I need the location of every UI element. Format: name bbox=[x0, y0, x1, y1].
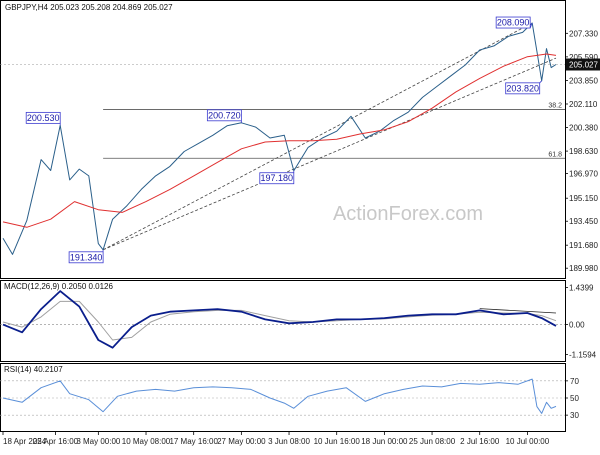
x-tick-label: 10 Jun 16:00 bbox=[314, 437, 361, 446]
x-tick-label: 10 Jul 00:00 bbox=[506, 437, 550, 446]
fib-label: 61.8 bbox=[548, 151, 562, 158]
price-label-pointer bbox=[529, 22, 533, 29]
current-price-box bbox=[566, 58, 600, 71]
x-tick-label: 25 Jun 08:00 bbox=[409, 437, 456, 446]
axis-layer: 207.330 205.590 203.850 202.110 200.380 198.6… bbox=[2, 29, 600, 446]
rsi-panel-frame bbox=[0, 363, 566, 432]
price-y-tick-label: 193.450 bbox=[569, 217, 598, 226]
x-tick-label: 18 Jun 00:00 bbox=[361, 437, 408, 446]
x-tick-label: 2 Jul 16:00 bbox=[460, 437, 500, 446]
fib-label: 38.2 bbox=[548, 103, 562, 110]
moving-average-line bbox=[2, 53, 557, 228]
price-label-box bbox=[25, 111, 61, 124]
price-y-tick-label: 203.850 bbox=[569, 76, 598, 85]
watermark-text: ActionForex.com bbox=[333, 203, 483, 225]
chart-header: GBPJPY,H4 205.023 205.208 204.869 205.02… bbox=[5, 3, 173, 12]
price-y-tick-label: 202.110 bbox=[569, 100, 598, 109]
price-y-tick-label: 196.970 bbox=[569, 170, 598, 179]
macd-signal-line bbox=[2, 300, 557, 341]
macd-y-tick-label: 1.4399 bbox=[569, 284, 594, 293]
price-y-tick-label: 195.150 bbox=[569, 194, 598, 203]
price-plot-layer: 38.2 61.8 200.530 191.340 200.720 197.180 208.… bbox=[0, 16, 565, 264]
price-label-text: 200.720 bbox=[208, 110, 241, 120]
macd-divergence-line bbox=[479, 308, 557, 314]
x-tick-label: 27 May 00:00 bbox=[217, 437, 266, 446]
macd-title: MACD(12,26,9) 0.2050 0.0126 bbox=[4, 282, 114, 291]
macd-plot-layer bbox=[0, 290, 565, 349]
rsi-plot-layer bbox=[0, 378, 565, 416]
macd-y-tick-label: -1.1594 bbox=[569, 350, 597, 359]
price-y-tick-label: 200.380 bbox=[569, 123, 598, 132]
rsi-title: RSI(14) 40.2107 bbox=[4, 365, 63, 374]
rsi-y-tick-label: 70 bbox=[570, 377, 579, 386]
price-label-box bbox=[259, 172, 295, 185]
price-label-box bbox=[206, 109, 242, 122]
x-tick-label: 18 Apr 2024 bbox=[3, 437, 47, 446]
macd-y-tick-label: 0.00 bbox=[569, 321, 585, 330]
price-line bbox=[2, 22, 557, 255]
x-tick-label: 3 Jun 08:00 bbox=[268, 437, 310, 446]
price-label-box bbox=[505, 82, 541, 95]
rsi-line bbox=[2, 378, 557, 414]
price-label-text: 200.530 bbox=[27, 113, 60, 123]
macd-line bbox=[2, 290, 557, 349]
rsi-y-tick-label: 30 bbox=[570, 411, 579, 420]
channel-lower-line bbox=[102, 57, 557, 251]
price-label-text: 197.180 bbox=[261, 173, 294, 183]
price-label-pointer bbox=[539, 80, 542, 84]
price-y-tick-label: 198.630 bbox=[569, 147, 598, 156]
price-label-box bbox=[68, 251, 104, 264]
price-label-box bbox=[495, 16, 531, 29]
price-y-tick-label: 207.330 bbox=[569, 29, 598, 38]
macd-panel-frame bbox=[0, 280, 566, 362]
price-y-tick-label: 189.980 bbox=[569, 264, 598, 273]
current-price-value: 205.027 bbox=[569, 60, 598, 69]
price-label-text: 208.090 bbox=[497, 18, 530, 28]
x-tick-label: 10 May 08:00 bbox=[122, 437, 171, 446]
channel-upper-line bbox=[102, 22, 533, 251]
price-label-text: 203.820 bbox=[506, 83, 539, 93]
x-tick-label: 17 May 16:00 bbox=[169, 437, 218, 446]
rsi-y-tick-label: 50 bbox=[570, 394, 579, 403]
price-y-tick-label: 205.590 bbox=[569, 53, 598, 62]
x-tick-label: 3 May 00:00 bbox=[76, 437, 121, 446]
price-panel-frame bbox=[0, 0, 566, 279]
price-y-tick-label: 191.680 bbox=[569, 241, 598, 250]
price-label-text: 191.340 bbox=[70, 252, 103, 262]
x-tick-label: 25 Apr 16:00 bbox=[33, 437, 79, 446]
